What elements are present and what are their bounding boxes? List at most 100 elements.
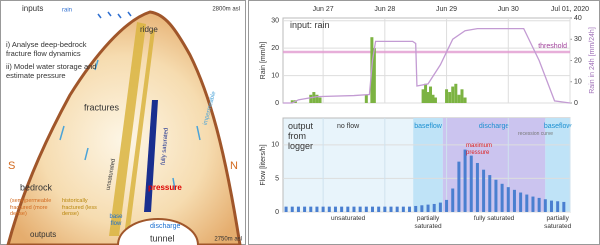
legend-note: historically fractured (less dense) bbox=[62, 198, 97, 217]
bar bbox=[358, 206, 362, 212]
fracture-marks bbox=[59, 59, 201, 191]
bar bbox=[431, 94, 435, 103]
label: inputs bbox=[22, 4, 43, 13]
bar bbox=[512, 189, 516, 212]
bar bbox=[451, 86, 455, 103]
bar bbox=[445, 89, 449, 103]
label: bedrock bbox=[20, 182, 53, 192]
tunnel bbox=[117, 218, 199, 245]
line bbox=[283, 27, 571, 104]
bar bbox=[340, 206, 344, 212]
bar bbox=[421, 89, 425, 103]
bar bbox=[463, 149, 467, 212]
phase-flow-label: baseflow bbox=[414, 123, 443, 130]
bar bbox=[414, 205, 418, 212]
y-tick-label: 30 bbox=[271, 18, 279, 25]
fracture-zone bbox=[109, 22, 146, 236]
bar bbox=[457, 161, 461, 212]
phase-state-label: fully saturated bbox=[473, 215, 515, 222]
bar bbox=[424, 83, 428, 103]
bar bbox=[463, 97, 467, 103]
label: N bbox=[230, 160, 238, 172]
label: base flow bbox=[109, 214, 123, 227]
phase-flow-label: discharge bbox=[479, 123, 509, 130]
bar bbox=[556, 201, 560, 212]
bar bbox=[451, 188, 455, 212]
label: 2800m asl bbox=[212, 7, 240, 13]
bar bbox=[383, 206, 387, 212]
bar bbox=[488, 175, 492, 212]
chart-title: output from logger bbox=[288, 121, 314, 151]
bar bbox=[457, 94, 461, 103]
annotation: recession curve bbox=[518, 131, 554, 137]
phase-state-label: partially saturated bbox=[544, 215, 572, 230]
bar bbox=[549, 200, 553, 212]
bar bbox=[395, 206, 399, 212]
phase-band bbox=[413, 118, 443, 212]
bar bbox=[475, 162, 479, 212]
y-tick-label: 10 bbox=[271, 72, 279, 79]
bar bbox=[438, 202, 442, 212]
bar bbox=[494, 179, 498, 212]
label: unsaturated bbox=[106, 158, 117, 190]
y-tick-label: 5 bbox=[275, 175, 279, 182]
bar bbox=[531, 196, 535, 212]
bar bbox=[346, 206, 350, 212]
saturated-zone bbox=[144, 100, 158, 212]
bar bbox=[543, 199, 547, 212]
label: fully saturated bbox=[161, 128, 170, 166]
bar bbox=[426, 92, 430, 103]
bar bbox=[315, 206, 319, 212]
y2-tick-label: 20 bbox=[574, 57, 582, 64]
aim: ii) Model water storage and estimate pre… bbox=[6, 62, 97, 80]
label: ridge bbox=[140, 25, 158, 34]
bar bbox=[321, 206, 325, 212]
bar bbox=[433, 97, 437, 103]
x-tick-label: Jul 01, 2020 bbox=[551, 6, 589, 13]
y-axis-label: Rain [mm/h] bbox=[260, 42, 267, 80]
bar bbox=[352, 206, 356, 212]
x-tick-label: Jun 30 bbox=[498, 6, 519, 13]
label: pressure bbox=[148, 183, 182, 192]
bar bbox=[309, 94, 313, 103]
bar bbox=[401, 206, 405, 212]
phase-band bbox=[545, 118, 570, 212]
bar bbox=[426, 204, 430, 212]
bar bbox=[303, 206, 307, 212]
bar bbox=[284, 206, 288, 212]
bar bbox=[296, 206, 300, 212]
threshold-label: threshold bbox=[538, 43, 567, 50]
bar bbox=[562, 201, 566, 212]
rain-drops bbox=[97, 11, 132, 19]
bar bbox=[315, 94, 319, 103]
label: tunnel bbox=[150, 233, 175, 243]
bar bbox=[290, 206, 294, 212]
bar bbox=[408, 206, 412, 212]
bar bbox=[364, 94, 368, 103]
bar bbox=[469, 155, 473, 212]
bar bbox=[454, 83, 458, 103]
phase-state-label: partially saturated bbox=[414, 215, 442, 230]
y-tick-label: 10 bbox=[271, 142, 279, 149]
y2-axis-label: Rain in 24h [mm/24h] bbox=[589, 27, 596, 94]
legend-note: (semi)permeable fractured (more dense) bbox=[10, 198, 52, 217]
bar bbox=[500, 183, 504, 212]
y2-tick-label: 30 bbox=[574, 36, 582, 43]
phase-state-label: unsaturated bbox=[330, 215, 366, 222]
bar bbox=[482, 169, 486, 212]
label: 2750m asl bbox=[214, 237, 242, 243]
bar bbox=[445, 199, 449, 212]
bar bbox=[429, 86, 433, 103]
y-tick-label: 0 bbox=[275, 209, 279, 216]
label: rain bbox=[62, 8, 72, 14]
bar bbox=[318, 97, 322, 103]
bar bbox=[372, 48, 376, 103]
bar bbox=[448, 92, 452, 103]
bar bbox=[327, 206, 331, 212]
bar bbox=[370, 206, 374, 212]
bar bbox=[537, 197, 541, 212]
annotation: maximum pressure bbox=[466, 143, 493, 156]
y-tick-label: 0 bbox=[275, 100, 279, 107]
phase-flow-label: baseflow bbox=[544, 123, 573, 130]
